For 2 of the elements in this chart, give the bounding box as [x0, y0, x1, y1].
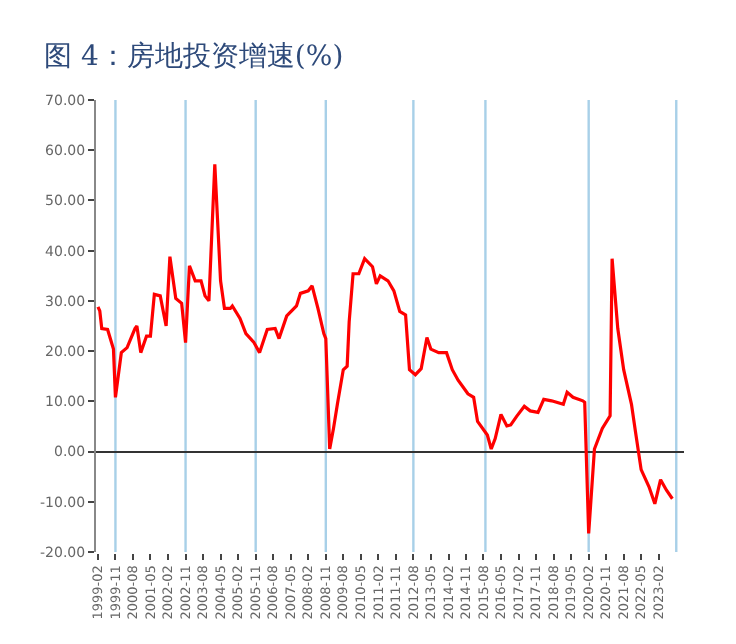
chart-title: 图 4：房地投资增速(%) — [44, 40, 344, 73]
line-series — [96, 162, 674, 536]
